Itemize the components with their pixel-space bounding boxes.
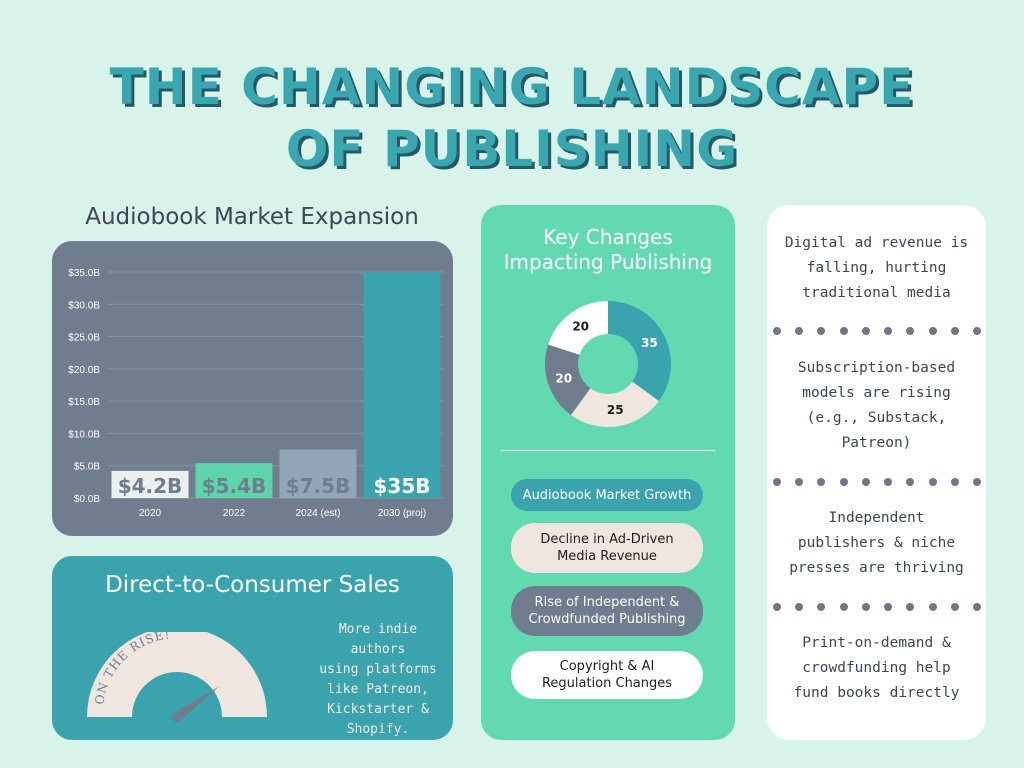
fact-independent-publishers: Independent publishers & niche presses a… [775, 506, 978, 581]
fact-line: falling, hurting [806, 260, 947, 276]
x-tick-label: 2030 (proj) [378, 508, 426, 519]
fact-line: presses are thriving [789, 560, 964, 576]
pill-text-line: Rise of Independent & [534, 595, 680, 610]
fact-line: traditional media [802, 285, 951, 301]
audiobook-chart-heading: Audiobook Market Expansion [85, 204, 419, 230]
fact-line: crowdfunding help [802, 660, 951, 676]
pill-text-line: Regulation Changes [541, 676, 673, 691]
donut-slice [608, 301, 671, 402]
bar [111, 470, 189, 498]
page-title-line-2: OF PUBLISHING [285, 120, 739, 178]
fact-line: Independent [828, 510, 925, 526]
pill-rise-of-independent-publishing: Rise of Independent & Crowdfunded Publis… [511, 586, 703, 636]
x-tick-label: 2024 (est) [295, 508, 340, 519]
pill-text-line: Crowdfunded Publishing [528, 612, 686, 627]
pill-decline-ad-driven-revenue: Decline in Ad-Driven Media Revenue [511, 523, 703, 573]
d2c-text-line: like Patreon, [327, 682, 429, 697]
d2c-text-line: Shopify. [346, 722, 410, 737]
bar [195, 463, 273, 498]
pill-audiobook-market-growth: Audiobook Market Growth [511, 479, 703, 511]
donut-slice [548, 301, 608, 355]
y-tick-label: $0.0B [74, 494, 100, 505]
fact-line: (e.g., Substack, [806, 410, 947, 426]
donut-slice [545, 344, 591, 415]
facts-panel: Digital ad revenue is falling, hurting t… [767, 205, 986, 740]
d2c-text-line: Kickstarter & [327, 702, 429, 717]
audiobook-chart-panel: $0.0B $5.0B $10.0B $15.0B $20.0B $25.0B $30.0B… [52, 241, 453, 536]
bar [363, 272, 441, 498]
bar-value-label: $35B [374, 474, 431, 498]
fact-line: Digital ad revenue is [784, 235, 969, 251]
fact-print-on-demand: Print-on-demand & crowdfunding help fund… [775, 631, 978, 706]
fact-digital-ad-revenue: Digital ad revenue is falling, hurting t… [775, 231, 978, 306]
pill-text-line: Media Revenue [557, 549, 657, 564]
y-tick-label: $15.0B [68, 397, 100, 408]
key-changes-panel: Key Changes Impacting Publishing 35 25 20 2… [481, 205, 735, 740]
donut-slice-label: 35 [641, 336, 658, 350]
y-tick-label: $5.0B [74, 462, 100, 473]
y-tick-label: $10.0B [68, 429, 100, 440]
direct-to-consumer-panel: Direct-to-Consumer Sales ON THE RISE! Mo… [52, 556, 453, 740]
fact-line: fund books directly [793, 685, 960, 701]
y-tick-label: $30.0B [68, 300, 100, 311]
gauge-arc [87, 632, 267, 717]
gauge-needle [174, 686, 220, 722]
dotted-divider [773, 603, 981, 611]
fact-subscription-models: Subscription-based models are rising (e.… [775, 356, 978, 456]
bar-value-label: $7.5B [286, 474, 351, 498]
y-tick-label: $25.0B [68, 333, 100, 344]
dotted-divider [773, 478, 981, 486]
pill-text-line: Copyright & AI [559, 659, 655, 674]
fact-line: Print-on-demand & [802, 635, 951, 651]
pill-text-line: Audiobook Market Growth [522, 487, 692, 503]
page-title-line-1: THE CHANGING LANDSCAPE [109, 58, 915, 116]
direct-to-consumer-title: Direct-to-Consumer Sales [105, 572, 400, 598]
audiobook-bar-chart: $0.0B $5.0B $10.0B $15.0B $20.0B $25.0B $30.0B… [68, 268, 444, 519]
gauge-meter: ON THE RISE! [87, 632, 267, 722]
donut-slice [570, 381, 659, 427]
pill-copyright-ai-regulation: Copyright & AI Regulation Changes [511, 651, 703, 699]
key-changes-title-line: Key Changes [543, 225, 673, 249]
key-changes-donut-chart: 35 25 20 20 [545, 301, 671, 427]
gauge-hub [172, 712, 182, 722]
bar [279, 449, 357, 498]
donut-slice-label: 20 [555, 371, 572, 385]
fact-line: publishers & niche [797, 535, 956, 551]
fact-line: Patreon) [841, 435, 912, 451]
dotted-divider [773, 327, 981, 335]
d2c-text-line: More indie authors [338, 622, 418, 657]
x-tick-label: 2020 [139, 508, 162, 519]
key-changes-title-line: Impacting Publishing [503, 250, 713, 274]
bar-value-label: $5.4B [202, 474, 267, 498]
pill-text-line: Decline in Ad-Driven [540, 532, 674, 547]
direct-to-consumer-text: More indie authors using platforms like … [314, 620, 442, 740]
fact-line: Subscription-based [797, 360, 956, 376]
y-tick-label: $20.0B [68, 365, 100, 376]
x-tick-label: 2022 [223, 508, 246, 519]
d2c-text-line: using platforms [319, 662, 437, 677]
key-changes-title: Key Changes Impacting Publishing [481, 225, 735, 275]
y-tick-label: $35.0B [68, 268, 100, 279]
key-changes-divider [501, 450, 715, 451]
bar-value-label: $4.2B [118, 474, 183, 498]
page-title: THE CHANGING LANDSCAPE OF PUBLISHING [0, 56, 1024, 180]
donut-slice-label: 25 [607, 403, 624, 417]
fact-line: models are rising [802, 385, 951, 401]
donut-slice-label: 20 [572, 319, 589, 333]
